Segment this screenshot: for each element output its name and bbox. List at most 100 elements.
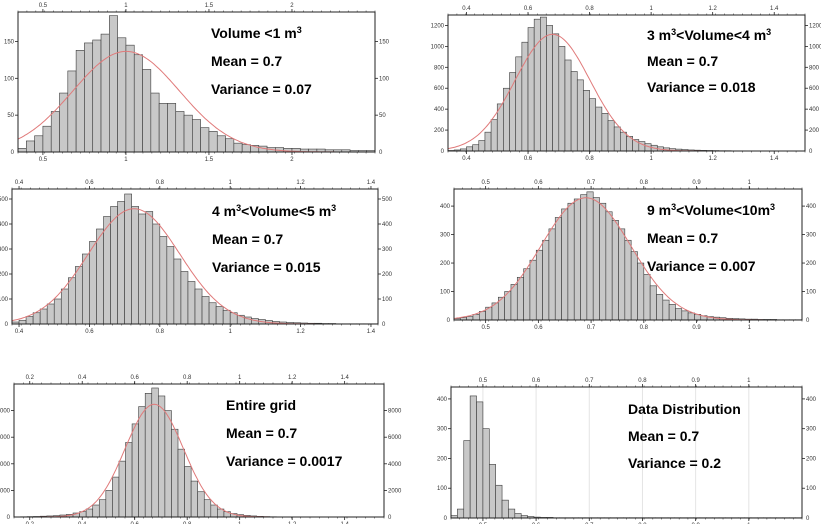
histogram-bar <box>105 490 113 518</box>
histogram-bar <box>601 113 609 152</box>
histogram-bar <box>472 314 480 321</box>
histogram-bar <box>542 239 550 321</box>
histogram-bar <box>145 211 154 325</box>
histogram-panel-top-left: 0.5 1 1.5 2 0.5 1 1.5 2 50 100 150 50 100 150 0 0 Volume… <box>4 3 390 163</box>
histogram-bar <box>490 119 498 152</box>
histogram-bar <box>463 440 471 519</box>
x-tick-label-bottom: 0.6 <box>524 156 533 162</box>
histogram-bar <box>681 310 689 321</box>
y-tick-label-right: 8000 <box>388 409 402 415</box>
histogram-bar <box>495 484 503 519</box>
histogram-bar <box>125 442 133 518</box>
histogram-bar <box>529 259 537 321</box>
x-tick-label-bottom: 0.5 <box>481 325 490 331</box>
x-tick-label-bottom: 1.5 <box>205 157 214 163</box>
y-tick-label-left: 400 <box>0 222 9 228</box>
y-tick-label-zero: 0 <box>382 322 386 328</box>
histogram-bar <box>466 316 474 321</box>
y-tick-label-right: 200 <box>382 272 393 278</box>
panel-annotation: Variance = 0.0017 <box>226 453 343 469</box>
x-tick-label-top: 0.6 <box>131 375 140 381</box>
histogram-bar <box>133 54 143 153</box>
panel-annotation: Volume <1 m3 <box>211 25 302 41</box>
histogram-bar <box>50 111 60 153</box>
y-tick-label-left: 400 <box>437 397 448 403</box>
x-tick-label-top: 0.8 <box>183 375 192 381</box>
histogram-bar <box>564 59 572 152</box>
histogram-bar <box>618 228 626 321</box>
x-tick-label-bottom: 0.6 <box>85 329 94 335</box>
histogram-bar <box>215 306 224 325</box>
x-tick-label-bottom: 0.6 <box>131 522 140 524</box>
panel-annotation: Mean = 0.7 <box>647 53 718 69</box>
histogram-bar <box>34 135 44 153</box>
histogram-bar <box>197 491 205 518</box>
y-tick-label-left: 100 <box>4 76 15 82</box>
panel-annotation: Variance = 0.018 <box>647 79 756 95</box>
y-tick-label-left: 100 <box>440 290 451 296</box>
panel-annotation: Variance = 0.07 <box>211 81 312 97</box>
panel-annotation: 9 m3<Volume<10m3 <box>647 202 775 218</box>
y-tick-label-zero: 0 <box>441 149 445 155</box>
histogram-bar <box>241 144 251 153</box>
y-tick-label-left: 300 <box>437 427 448 433</box>
y-tick-label-zero: 0 <box>7 515 11 521</box>
x-tick-label-bottom: 1.4 <box>770 156 779 162</box>
histogram-bar <box>630 251 638 321</box>
x-tick-label-top: 0.9 <box>692 180 701 186</box>
histogram-bar <box>466 146 473 152</box>
x-tick-label-top: 0.8 <box>585 6 594 12</box>
histogram-bar <box>478 140 486 152</box>
panel-annotation: Mean = 0.7 <box>226 425 297 441</box>
histogram-bar <box>177 448 185 518</box>
histogram-bar <box>171 428 179 518</box>
y-tick-label-left: 800 <box>434 65 445 71</box>
y-tick-label-left: 200 <box>0 272 9 278</box>
x-tick-label-top: 0.6 <box>532 378 541 384</box>
histogram-bar <box>643 274 651 321</box>
histogram-bar <box>112 476 120 518</box>
y-tick-label-right: 600 <box>809 86 820 92</box>
histogram-bar <box>42 125 52 153</box>
histogram-bar <box>561 208 569 321</box>
histogram-bar <box>535 249 543 321</box>
histogram-bar <box>92 39 102 153</box>
y-tick-label-zero: 0 <box>806 318 810 324</box>
y-tick-label-left: 300 <box>440 233 451 239</box>
panel-annotation: Entire grid <box>226 397 296 413</box>
histogram-bar <box>117 201 125 325</box>
histogram-panel-bottom-right: 0.50.60.70.80.910.50.60.70.80.9110020030… <box>437 378 817 524</box>
histogram-bar <box>184 466 192 518</box>
x-tick-label-bottom: 1 <box>748 325 752 331</box>
histogram-bar <box>514 513 522 519</box>
panel-annotation: Variance = 0.2 <box>628 455 721 471</box>
histogram-bar <box>484 131 492 152</box>
histogram-bar <box>216 135 226 153</box>
x-tick-label-top: 1.2 <box>288 375 297 381</box>
x-tick-label-bottom: 0.9 <box>692 325 701 331</box>
x-tick-label-bottom: 1 <box>649 156 653 162</box>
y-tick-label-right: 50 <box>379 113 386 119</box>
y-tick-label-left: 400 <box>434 107 445 113</box>
histogram-bar <box>637 262 645 321</box>
panel-annotation: Mean = 0.7 <box>628 428 699 444</box>
x-tick-label-top: 0.6 <box>85 180 94 186</box>
x-tick-label-top: 2 <box>290 3 294 9</box>
x-tick-label-bottom: 1.4 <box>340 522 349 524</box>
y-tick-label-left: 100 <box>437 486 448 492</box>
histogram-bar <box>476 401 484 519</box>
histogram-bar <box>208 131 218 153</box>
histogram-bar <box>159 236 168 325</box>
histogram-bar <box>656 294 664 321</box>
histogram-bar <box>210 504 218 518</box>
histogram-bar <box>554 217 562 321</box>
y-tick-label-right: 100 <box>379 76 390 82</box>
y-tick-label-zero: 0 <box>11 150 15 156</box>
x-tick-label-top: 0.4 <box>15 180 24 186</box>
y-tick-label-right: 200 <box>806 261 817 267</box>
histogram-bar <box>144 393 153 518</box>
y-tick-label-right: 300 <box>806 427 817 433</box>
x-tick-label-top: 0.5 <box>479 378 488 384</box>
histogram-bar <box>100 33 110 153</box>
histogram-bar <box>624 239 632 321</box>
